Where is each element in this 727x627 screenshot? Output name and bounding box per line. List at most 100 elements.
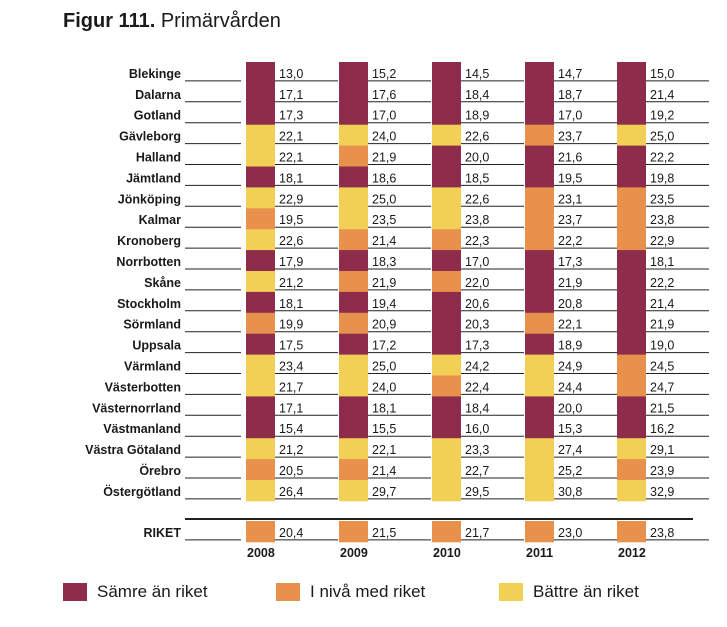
row-gotland-cell-2012	[617, 103, 646, 126]
row-gävleborg-cell-2010	[432, 124, 461, 146]
row-västra-götaland-cell-2011	[525, 438, 554, 460]
row-örebro-value-2011: 25,2	[558, 464, 582, 478]
row-jämtland-cell-2012	[617, 166, 646, 188]
row-västerbotten-value-2009: 24,0	[372, 380, 396, 394]
row-jämtland-value-2011: 19,5	[558, 171, 582, 185]
legend-label-worse: Sämre än riket	[97, 582, 208, 601]
row-riket-value-2009: 21,5	[372, 526, 396, 540]
row-norrbotten-label: Norrbotten	[116, 255, 181, 269]
row-stockholm-cell-2008	[246, 291, 275, 314]
row-jämtland-value-2008: 18,1	[279, 171, 303, 185]
figure-number: Figur 111.	[63, 10, 156, 32]
row-sörmland-label: Sörmland	[123, 318, 181, 332]
row-blekinge-cell-2012	[617, 62, 646, 84]
row-uppsala-value-2011: 18,9	[558, 339, 582, 353]
row-riket-label: RIKET	[144, 526, 182, 540]
year-label-2008: 2008	[247, 546, 275, 560]
row-örebro-value-2008: 20,5	[279, 464, 303, 478]
figure-title: Figur 111. Primärvården	[63, 10, 281, 33]
row-gävleborg-cell-2012	[617, 124, 646, 146]
row-uppsala-value-2008: 17,5	[279, 339, 303, 353]
row-västmanland-cell-2008	[246, 417, 275, 439]
row-jönköping-cell-2008	[246, 187, 275, 209]
row-kalmar-value-2010: 23,8	[465, 213, 489, 227]
row-uppsala-cell-2010	[432, 333, 461, 355]
row-kronoberg-cell-2010	[432, 229, 461, 251]
row-kronoberg-value-2011: 22,2	[558, 234, 582, 248]
row-jönköping-cell-2009	[339, 187, 368, 209]
row-gotland-cell-2011	[525, 103, 554, 126]
row-jönköping-cell-2010	[432, 187, 461, 209]
row-gävleborg-value-2012: 25,0	[650, 130, 674, 144]
row-sörmland-value-2011: 22,1	[558, 318, 582, 332]
row-jönköping-value-2010: 22,6	[465, 192, 489, 206]
row-riket-value-2008: 20,4	[279, 526, 303, 540]
row-skåne-cell-2012	[617, 271, 646, 293]
row-riket-value-2011: 23,0	[558, 526, 582, 540]
row-kalmar-cell-2009	[339, 208, 368, 230]
row-skåne-value-2008: 21,2	[279, 276, 303, 290]
row-värmland-value-2012: 24,5	[650, 360, 674, 374]
row-kalmar-value-2011: 23,7	[558, 213, 582, 227]
row-stockholm-value-2012: 21,4	[650, 297, 674, 311]
row-stockholm-cell-2012	[617, 291, 646, 314]
row-gävleborg-cell-2008	[246, 124, 275, 146]
row-skåne-value-2012: 22,2	[650, 276, 674, 290]
row-sörmland-cell-2010	[432, 312, 461, 335]
row-halland-cell-2008	[246, 145, 275, 167]
row-västmanland-cell-2009	[339, 417, 368, 439]
row-östergötland-cell-2008	[246, 480, 275, 502]
row-halland-value-2012: 22,2	[650, 151, 674, 165]
row-kalmar-cell-2008	[246, 208, 275, 230]
row-värmland-cell-2012	[617, 354, 646, 376]
row-gävleborg-value-2009: 24,0	[372, 130, 396, 144]
row-jönköping-cell-2011	[525, 187, 554, 209]
row-stockholm-label: Stockholm	[117, 297, 181, 311]
row-skåne-cell-2011	[525, 271, 554, 293]
row-kalmar-cell-2012	[617, 208, 646, 230]
row-västmanland-value-2011: 15,3	[558, 422, 582, 436]
row-norrbotten-cell-2009	[339, 250, 368, 272]
row-östergötland-label: Östergötland	[103, 484, 181, 499]
row-dalarna-value-2010: 18,4	[465, 88, 489, 102]
row-norrbotten-value-2008: 17,9	[279, 255, 303, 269]
row-västra-götaland-cell-2012	[617, 438, 646, 460]
row-kronoberg-cell-2012	[617, 229, 646, 251]
row-västra-götaland-value-2008: 21,2	[279, 443, 303, 457]
row-riket-cell-2012	[617, 521, 646, 543]
row-blekinge-cell-2008	[246, 62, 275, 84]
row-kronoberg-label: Kronoberg	[117, 234, 181, 248]
row-stockholm-cell-2009	[339, 291, 368, 314]
row-norrbotten-value-2010: 17,0	[465, 255, 489, 269]
row-sörmland-cell-2008	[246, 312, 275, 335]
row-västra-götaland-label: Västra Götaland	[85, 443, 181, 457]
row-västernorrland-value-2009: 18,1	[372, 401, 396, 415]
row-riket-value-2012: 23,8	[650, 526, 674, 540]
row-kalmar-value-2008: 19,5	[279, 213, 303, 227]
row-västmanland-cell-2011	[525, 417, 554, 439]
row-västra-götaland-cell-2009	[339, 438, 368, 460]
row-kalmar-value-2009: 23,5	[372, 213, 396, 227]
row-skåne-value-2011: 21,9	[558, 276, 582, 290]
row-västmanland-value-2009: 15,5	[372, 422, 396, 436]
row-kalmar-cell-2010	[432, 208, 461, 230]
row-stockholm-value-2011: 20,8	[558, 297, 582, 311]
row-jämtland-value-2012: 19,8	[650, 171, 674, 185]
legend-swatch-same	[276, 583, 300, 601]
row-kronoberg-cell-2011	[525, 229, 554, 251]
row-västra-götaland-value-2010: 23,3	[465, 443, 489, 457]
row-gotland-value-2009: 17,0	[372, 109, 396, 123]
row-västerbotten-cell-2009	[339, 375, 368, 397]
row-västerbotten-cell-2008	[246, 375, 275, 397]
row-jämtland-cell-2008	[246, 166, 275, 188]
row-västmanland-label: Västmanland	[103, 422, 181, 436]
row-uppsala-value-2010: 17,3	[465, 339, 489, 353]
row-östergötland-value-2009: 29,7	[372, 485, 396, 499]
row-jönköping-value-2012: 23,5	[650, 192, 674, 206]
row-halland-value-2010: 20,0	[465, 151, 489, 165]
row-kronoberg-cell-2008	[246, 229, 275, 251]
row-gävleborg-cell-2011	[525, 124, 554, 146]
row-jämtland-cell-2011	[525, 166, 554, 188]
row-örebro-value-2012: 23,9	[650, 464, 674, 478]
row-blekinge-value-2009: 15,2	[372, 67, 396, 81]
